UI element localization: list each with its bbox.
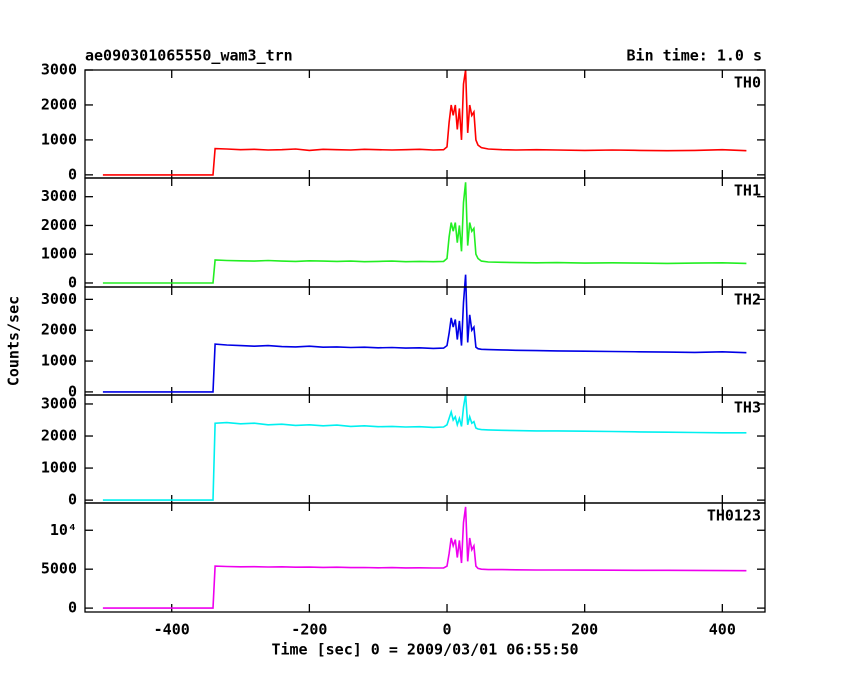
- light-curve: [102, 506, 747, 609]
- y-tick-label: 3000: [41, 290, 77, 308]
- y-tick-label: 1000: [41, 459, 77, 477]
- light-curve: [102, 274, 747, 393]
- y-tick-label: 3000: [41, 394, 77, 412]
- panel-frame: [84, 177, 766, 288]
- panel-label: TH2: [734, 291, 761, 309]
- bin-time: Bin time: 1.0 s: [627, 47, 762, 65]
- panel-label: TH1: [734, 182, 761, 200]
- y-tick-label: 2000: [41, 321, 77, 339]
- y-tick-label: 5000: [41, 560, 77, 578]
- x-tick-label: 0: [443, 621, 452, 639]
- light-curve: [102, 394, 747, 501]
- y-tick-label: 0: [68, 599, 77, 617]
- light-curve: [102, 182, 747, 284]
- y-tick-label: 0: [68, 165, 77, 183]
- panel-frame: [84, 286, 766, 396]
- y-tick-label: 10⁴: [50, 521, 77, 539]
- y-tick-label: 3000: [41, 61, 77, 79]
- light-curve: [102, 69, 747, 176]
- y-tick-label: 2000: [41, 95, 77, 113]
- x-axis-label: Time [sec] 0 = 2009/03/01 06:55:50: [271, 641, 578, 659]
- y-tick-label: 0: [68, 382, 77, 400]
- panel-frame: [84, 502, 766, 613]
- y-tick-label: 2000: [41, 216, 77, 234]
- panel-label: TH0123: [707, 507, 761, 525]
- x-tick-label: -400: [154, 621, 190, 639]
- y-tick-label: 1000: [41, 130, 77, 148]
- chart-title: ae090301065550_wam3_trn: [85, 47, 293, 65]
- x-tick-label: 400: [709, 621, 736, 639]
- y-tick-label: 3000: [41, 187, 77, 205]
- panel-label: TH3: [734, 399, 761, 417]
- panel-frame: [84, 394, 766, 504]
- x-tick-label: -200: [291, 621, 327, 639]
- x-tick-label: 200: [571, 621, 598, 639]
- y-tick-label: 2000: [41, 427, 77, 445]
- panel-frame: [84, 69, 766, 179]
- y-tick-label: 1000: [41, 245, 77, 263]
- y-tick-label: 0: [68, 491, 77, 509]
- y-tick-label: 0: [68, 273, 77, 291]
- panel-label: TH0: [734, 74, 761, 92]
- y-axis-label: Counts/sec: [5, 296, 23, 386]
- y-tick-label: 1000: [41, 352, 77, 370]
